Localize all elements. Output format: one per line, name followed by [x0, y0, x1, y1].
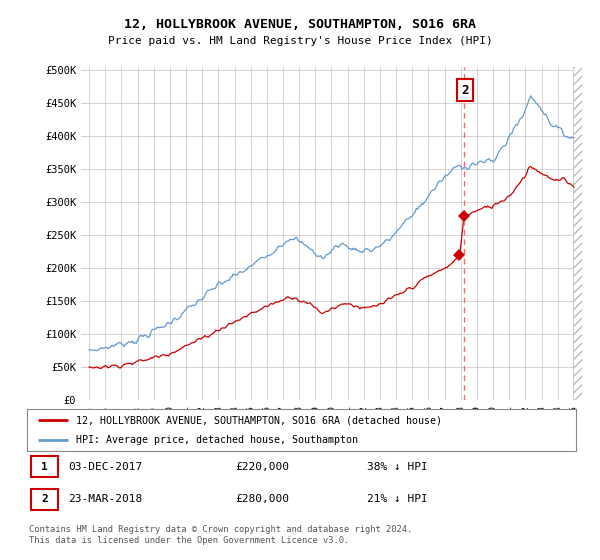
Text: 12, HOLLYBROOK AVENUE, SOUTHAMPTON, SO16 6RA (detached house): 12, HOLLYBROOK AVENUE, SOUTHAMPTON, SO16… [76, 415, 442, 425]
Text: HPI: Average price, detached house, Southampton: HPI: Average price, detached house, Sout… [76, 435, 358, 445]
Text: £220,000: £220,000 [236, 461, 290, 472]
Text: 12, HOLLYBROOK AVENUE, SOUTHAMPTON, SO16 6RA: 12, HOLLYBROOK AVENUE, SOUTHAMPTON, SO16… [124, 18, 476, 31]
Text: 38% ↓ HPI: 38% ↓ HPI [367, 461, 428, 472]
Text: 1: 1 [41, 461, 48, 472]
Text: 23-MAR-2018: 23-MAR-2018 [68, 494, 142, 505]
Text: £280,000: £280,000 [236, 494, 290, 505]
Bar [31, 456, 58, 477]
Text: 21% ↓ HPI: 21% ↓ HPI [367, 494, 428, 505]
Text: Contains HM Land Registry data © Crown copyright and database right 2024.
This d: Contains HM Land Registry data © Crown c… [29, 525, 412, 545]
Text: 2: 2 [461, 84, 469, 97]
Text: Price paid vs. HM Land Registry's House Price Index (HPI): Price paid vs. HM Land Registry's House … [107, 36, 493, 46]
Text: 2: 2 [41, 494, 48, 505]
Bar [31, 489, 58, 510]
Text: 03-DEC-2017: 03-DEC-2017 [68, 461, 142, 472]
